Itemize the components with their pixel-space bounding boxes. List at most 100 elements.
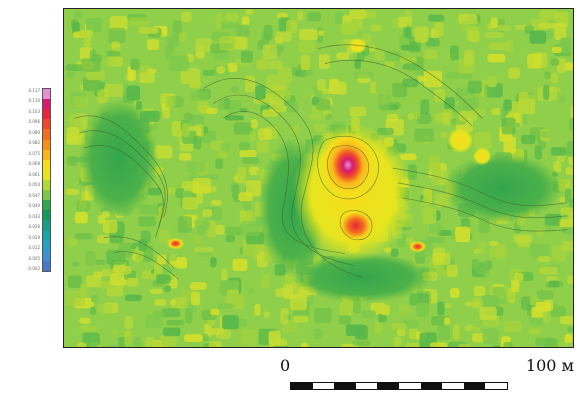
texture-cell <box>241 16 250 26</box>
texture-cell <box>130 58 140 71</box>
legend-swatch <box>43 159 50 170</box>
legend-swatch <box>43 139 50 150</box>
contour-line <box>203 77 363 278</box>
texture-cell <box>76 200 91 211</box>
texture-cell <box>112 265 132 275</box>
texture-cell <box>325 113 332 120</box>
color-legend: 0.117 0.110 0.103 0.096 0.089 0.082 0.075 0.068… <box>16 88 62 272</box>
texture-cell <box>167 36 175 53</box>
texture-cell <box>161 104 170 119</box>
texture-cell <box>550 58 560 66</box>
texture-cell <box>172 20 182 34</box>
texture-cell <box>539 9 559 20</box>
texture-cell <box>364 10 377 19</box>
texture-cell <box>349 9 367 19</box>
texture-cell <box>109 235 124 244</box>
texture-cell <box>78 29 93 38</box>
texture-cell <box>278 67 293 84</box>
texture-cell <box>230 86 240 93</box>
texture-cell <box>124 330 132 347</box>
texture-cell <box>496 25 512 31</box>
texture-cell <box>240 50 253 63</box>
texture-cell <box>377 313 387 323</box>
legend-label: 0.012 <box>28 245 40 251</box>
texture-cell <box>443 302 452 308</box>
texture-cell <box>458 73 473 80</box>
texture-cell <box>175 187 185 199</box>
texture-cell <box>393 336 402 347</box>
texture-cell <box>177 216 192 233</box>
texture-cell <box>272 345 290 347</box>
legend-label: 0.089 <box>28 129 40 135</box>
texture-cell <box>190 282 207 290</box>
texture-cell <box>79 47 93 60</box>
texture-cell <box>210 257 217 268</box>
texture-cell <box>529 30 547 44</box>
texture-cell <box>139 65 149 73</box>
texture-cell <box>71 261 80 267</box>
texture-cell <box>261 35 270 45</box>
legend-swatch <box>43 99 50 110</box>
texture-cell <box>74 233 93 240</box>
texture-cell <box>209 328 224 335</box>
texture-cell <box>413 110 421 120</box>
warm-spot-right <box>408 240 427 253</box>
texture-cell <box>508 67 520 79</box>
warm-spot-left <box>166 237 185 250</box>
texture-cell <box>290 125 301 134</box>
texture-cell <box>219 22 240 29</box>
texture-cell <box>225 226 243 236</box>
hot-anomaly-secondary <box>333 205 378 246</box>
texture-cell <box>434 88 446 102</box>
texture-cell <box>485 276 492 284</box>
scale-segment <box>420 383 443 389</box>
texture-cell <box>81 58 101 72</box>
texture-cell <box>488 247 505 257</box>
texture-cell <box>503 320 522 333</box>
texture-cell <box>307 12 322 22</box>
texture-cell <box>425 37 440 47</box>
texture-cell <box>337 40 352 48</box>
texture-cell <box>223 97 231 110</box>
scale-segment <box>398 383 421 389</box>
texture-cell <box>548 280 560 288</box>
texture-cell <box>256 140 270 153</box>
texture-cell <box>268 330 281 346</box>
anomaly-map <box>63 8 574 348</box>
texture-cell <box>79 325 98 331</box>
texture-cell <box>524 25 534 34</box>
texture-cell <box>429 342 448 347</box>
texture-cell <box>501 117 516 135</box>
texture-cell <box>437 323 451 341</box>
texture-cell <box>89 306 97 316</box>
green-band-right <box>442 153 563 223</box>
texture-cell <box>551 46 562 54</box>
texture-cell <box>314 123 326 132</box>
texture-cell <box>241 220 260 237</box>
texture-cell <box>183 112 193 121</box>
texture-cell <box>177 31 186 43</box>
texture-cell <box>193 135 202 150</box>
texture-cell <box>446 264 458 278</box>
texture-cell <box>290 293 307 311</box>
texture-cell <box>145 337 154 347</box>
texture-cell <box>238 192 253 202</box>
scale-segment <box>312 383 335 389</box>
texture-cell <box>450 287 460 298</box>
texture-cell <box>74 211 88 224</box>
texture-cell <box>68 115 82 131</box>
texture-cell <box>159 334 177 347</box>
texture-cell <box>157 254 167 265</box>
texture-cell <box>72 21 80 35</box>
texture-cell <box>427 14 445 22</box>
texture-cell <box>315 98 331 111</box>
texture-cell <box>171 297 186 309</box>
texture-cell <box>318 30 324 36</box>
texture-cell <box>345 324 365 336</box>
texture-cell <box>161 308 181 318</box>
texture-cell <box>227 99 242 115</box>
texture-cell <box>536 290 554 300</box>
texture-cell <box>462 98 476 109</box>
texture-cell <box>328 85 345 93</box>
texture-cell <box>93 271 104 278</box>
